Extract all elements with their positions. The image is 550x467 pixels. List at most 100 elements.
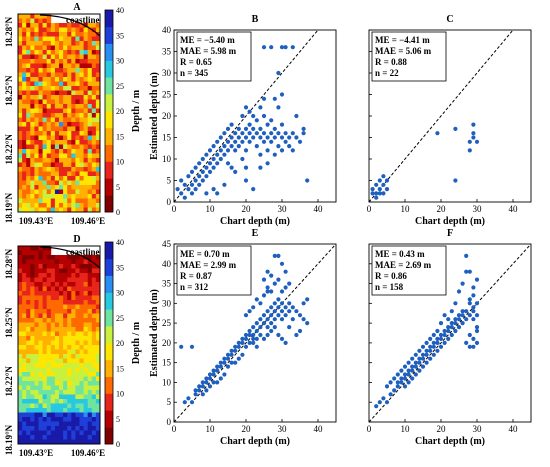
heatmap-cell — [46, 381, 52, 386]
heatmap-cell — [63, 27, 68, 33]
heatmap-cell — [42, 255, 48, 260]
data-point — [453, 301, 458, 306]
heatmap-cell — [18, 27, 23, 33]
heatmap-cell — [67, 113, 72, 118]
heatmap-cell — [63, 135, 68, 141]
heatmap-cell — [95, 81, 101, 87]
stats-line: R = 0.65 — [180, 57, 212, 67]
heatmap-cell — [50, 194, 56, 199]
heatmap-cell — [50, 144, 56, 150]
heatmap-cell — [59, 300, 64, 305]
data-point — [229, 144, 234, 149]
data-point — [287, 309, 292, 314]
heatmap-cell — [46, 376, 52, 382]
heatmap-cell — [95, 176, 101, 181]
data-point — [258, 105, 263, 110]
heatmap-cell — [22, 81, 27, 87]
heatmap-cell — [38, 309, 43, 314]
heatmap-cell — [42, 126, 48, 132]
data-point — [197, 161, 202, 166]
heatmap-cell — [71, 309, 76, 314]
heatmap-cell — [42, 286, 48, 292]
heatmap-cell — [34, 318, 39, 323]
heatmap-cell — [67, 50, 72, 55]
data-point — [272, 281, 277, 286]
heatmap-cell — [83, 358, 89, 364]
heatmap-cell — [42, 250, 48, 256]
heatmap-cell — [30, 381, 35, 386]
heatmap-cell — [79, 95, 84, 100]
heatmap-cell — [54, 90, 60, 96]
heatmap-cell — [67, 108, 72, 114]
heatmap-cell — [83, 180, 89, 186]
heatmap-cell — [22, 345, 27, 350]
x-axis-label: Chart depth (m) — [415, 216, 485, 227]
heatmap-cell — [42, 23, 48, 28]
x-tick-label: 0 — [367, 204, 372, 214]
heatmap-cell — [67, 72, 72, 78]
heatmap-cell — [91, 95, 97, 100]
colorbar-tick-label: 10 — [116, 158, 124, 167]
heatmap-cell — [75, 349, 80, 355]
data-point — [272, 325, 277, 330]
heatmap-cell — [26, 273, 31, 278]
heatmap-cell — [63, 363, 68, 368]
heatmap-cell — [83, 32, 89, 37]
heatmap-cell — [26, 318, 31, 323]
data-point — [272, 301, 277, 306]
heatmap-cell — [46, 399, 52, 404]
heatmap-cell — [75, 376, 80, 382]
heatmap-cell — [71, 36, 76, 42]
data-point — [276, 297, 281, 302]
heatmap-cell — [50, 268, 56, 274]
heatmap-cell — [83, 408, 89, 413]
heatmap-cell — [22, 95, 27, 100]
heatmap-cell — [26, 207, 31, 213]
heatmap-cell — [18, 259, 23, 265]
heatmap-cell — [75, 367, 80, 373]
heatmap-cell — [22, 426, 27, 431]
heatmap-cell — [59, 313, 64, 319]
heatmap-cell — [22, 340, 27, 346]
heatmap-cell — [46, 291, 52, 296]
data-point — [247, 328, 252, 334]
heatmap-cell — [95, 194, 101, 199]
heatmap-cell — [26, 250, 31, 256]
heatmap-cell — [95, 354, 101, 359]
heatmap-cell — [71, 189, 76, 195]
heatmap-cell — [18, 295, 23, 301]
heatmap-cell — [91, 153, 97, 159]
heatmap-cell — [91, 300, 97, 305]
heatmap-cell — [22, 358, 27, 364]
data-point — [424, 348, 429, 353]
heatmap-cell — [46, 309, 52, 314]
heatmap-cell — [79, 158, 84, 163]
heatmap-cell — [87, 113, 93, 118]
heatmap-cell — [22, 412, 27, 418]
data-point — [410, 376, 415, 381]
heatmap-cell — [71, 394, 76, 400]
heatmap-cell — [91, 282, 97, 287]
heatmap-cell — [22, 126, 27, 132]
heatmap-cell — [63, 108, 68, 114]
data-point — [204, 174, 209, 179]
x-tick-label: 10 — [206, 204, 216, 214]
heatmap-cell — [18, 390, 23, 395]
data-point — [243, 135, 249, 140]
heatmap-cell — [50, 277, 56, 283]
heatmap-cell — [18, 399, 23, 404]
data-point — [218, 156, 223, 162]
heatmap-cell — [91, 417, 97, 422]
heatmap-cell — [91, 126, 97, 132]
heatmap-cell — [26, 176, 31, 181]
heatmap-cell — [87, 354, 93, 359]
heatmap-cell — [59, 304, 64, 310]
heatmap-cell — [63, 340, 68, 346]
data-point — [258, 301, 263, 306]
heatmap-cell — [75, 86, 80, 91]
heatmap-cell — [54, 158, 60, 163]
data-point — [402, 372, 408, 377]
heatmap-cell — [18, 421, 23, 427]
heatmap-cell — [67, 358, 72, 364]
heatmap-cell — [38, 171, 43, 177]
